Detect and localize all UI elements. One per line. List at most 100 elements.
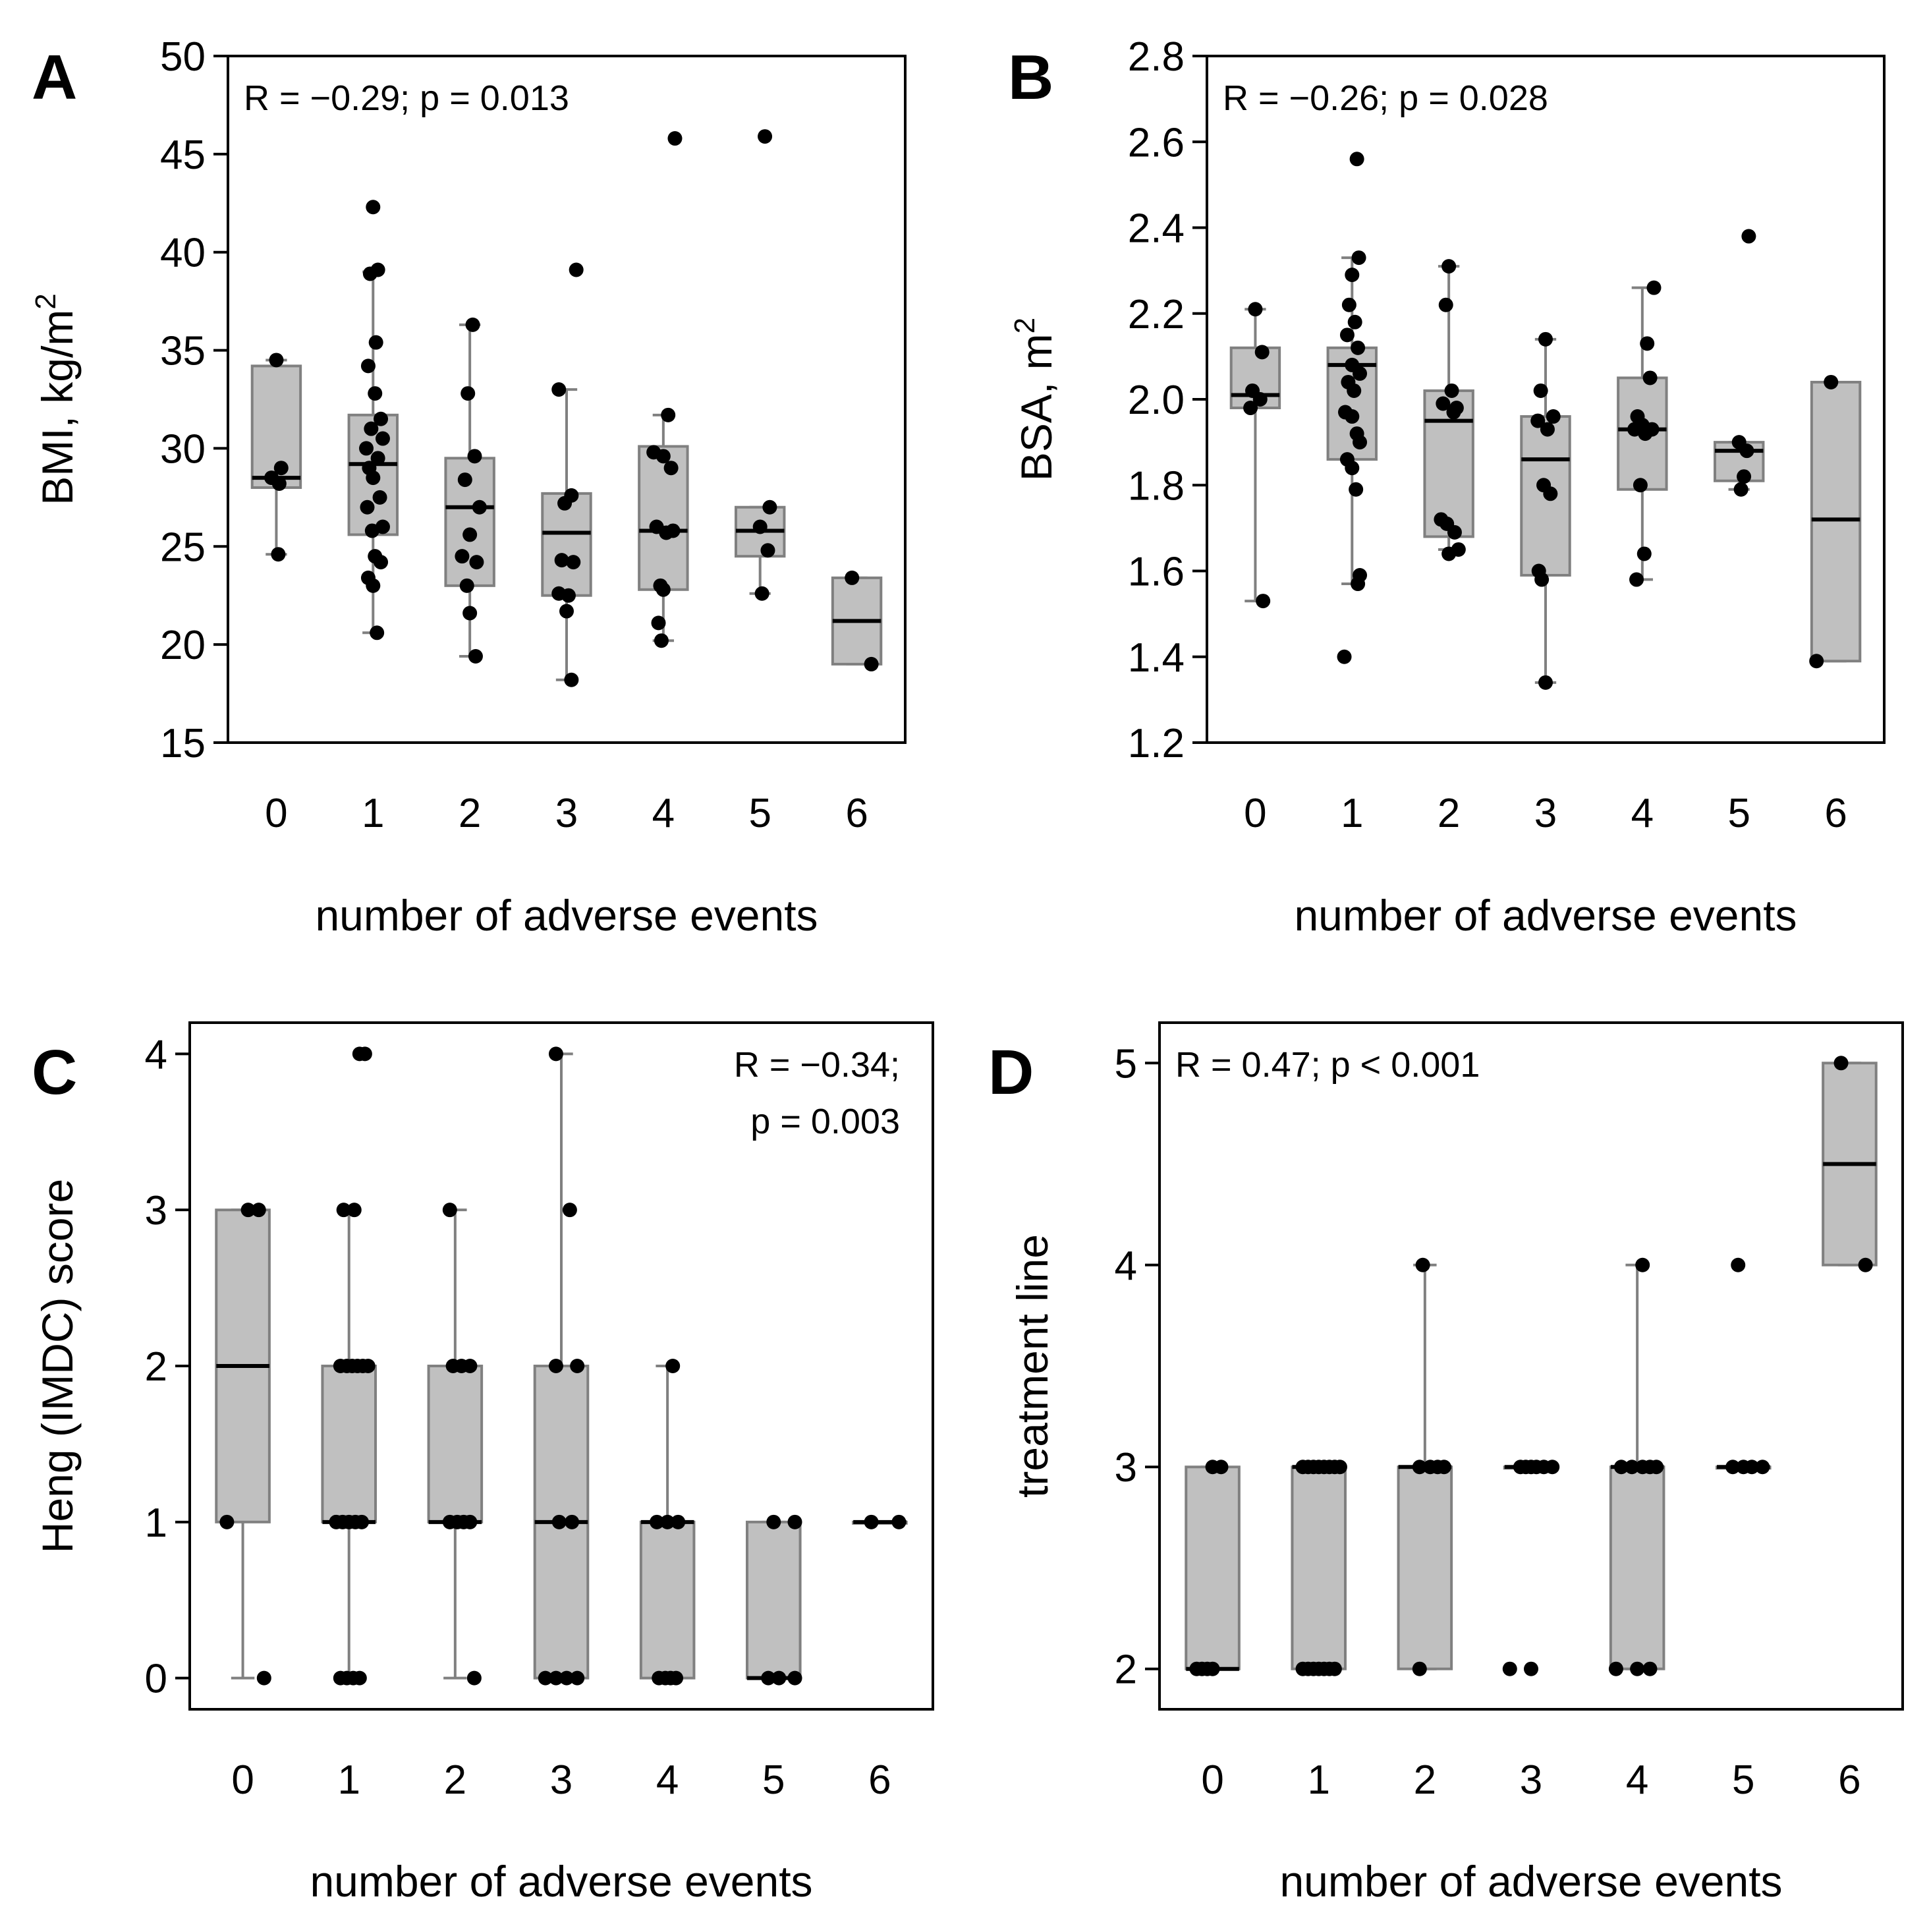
x-tick-label: 3	[550, 1757, 573, 1803]
data-point	[467, 449, 482, 464]
x-tick-label: 4	[656, 1757, 679, 1803]
data-point	[1533, 383, 1548, 398]
x-tick-label: 1	[1307, 1757, 1329, 1803]
data-point	[368, 335, 383, 350]
data-point	[462, 1359, 478, 1373]
x-tick-label: 6	[868, 1757, 891, 1803]
data-point	[891, 1514, 907, 1529]
panel-d: D 2 3 4 5 0 1 2 3 4 5 6 number of adverse events trea…	[988, 1021, 1904, 1906]
data-point	[461, 386, 476, 401]
y-tick-label: 2.8	[1128, 34, 1185, 80]
data-point	[569, 262, 584, 277]
plot-frame	[1158, 1021, 1904, 1711]
data-point	[1625, 1460, 1640, 1475]
data-point	[364, 523, 379, 538]
data-point	[771, 1670, 787, 1686]
data-point	[462, 527, 478, 542]
data-point	[1833, 1056, 1849, 1071]
y-axis-label: treatment line	[1008, 1234, 1057, 1498]
data-point	[1254, 345, 1270, 360]
x-tick-label: 2	[444, 1757, 466, 1803]
y-tick-label: 3	[1115, 1445, 1137, 1491]
data-point	[1745, 1460, 1760, 1475]
x-tick-label: 0	[1201, 1757, 1223, 1803]
data-point	[1349, 152, 1364, 167]
data-point	[455, 549, 470, 564]
x-axis-label: number of adverse events	[310, 1857, 812, 1906]
data-point	[366, 578, 381, 593]
data-point	[559, 1670, 574, 1686]
data-point	[1345, 461, 1360, 476]
data-point	[240, 1203, 256, 1218]
x-tick-label: 4	[1631, 791, 1654, 836]
data-point	[1630, 1661, 1645, 1676]
y-axis-label: Heng (IMDC) score	[33, 1179, 82, 1553]
x-axis-label: number of adverse events	[1279, 1857, 1782, 1906]
data-point	[845, 570, 860, 585]
data-point	[548, 1670, 563, 1686]
data-point	[650, 1514, 665, 1529]
data-point	[1447, 525, 1462, 540]
data-point	[1205, 1661, 1220, 1676]
y-tick-label: 4	[145, 1032, 167, 1077]
data-point	[360, 499, 375, 515]
data-point	[548, 1046, 563, 1062]
x-tick-label: 5	[1732, 1757, 1754, 1803]
data-point	[1543, 486, 1558, 501]
data-point	[1809, 654, 1824, 669]
box-body	[1185, 1465, 1241, 1670]
data-point	[1332, 1460, 1347, 1475]
y-tick-label: 35	[160, 329, 206, 374]
data-point	[752, 519, 768, 534]
x-tick-label: 2	[1414, 1757, 1436, 1803]
data-point	[374, 555, 389, 570]
data-point	[1412, 1460, 1427, 1475]
data-point	[669, 1670, 684, 1686]
y-tick-label: 2.0	[1128, 378, 1185, 423]
data-point	[551, 1514, 567, 1529]
data-point	[1341, 297, 1356, 312]
y-tick-label: 2.6	[1128, 120, 1185, 165]
box-body	[1609, 1465, 1665, 1670]
data-point	[561, 588, 576, 603]
y-tick-label: 1.4	[1128, 635, 1185, 681]
data-point	[1545, 1460, 1560, 1475]
x-tick-label: 1	[362, 791, 384, 836]
data-point	[864, 1514, 879, 1529]
data-point	[366, 200, 381, 215]
panel-b: B 1.2 1.4 1.6 1.8 2.0 2.2 2.4 2.6 2.8 0 1 2 3 4 5 6 numbe…	[1008, 34, 1886, 940]
data-point	[1347, 314, 1362, 329]
y-tick-label: 2	[1115, 1647, 1137, 1693]
data-point	[347, 1203, 362, 1218]
y-tick-label: 2.4	[1128, 206, 1185, 252]
box-1	[1291, 1465, 1347, 1670]
stat-annotation: R = −0.34;	[734, 1045, 900, 1085]
data-point	[1446, 405, 1461, 420]
data-point	[566, 555, 581, 570]
data-point	[354, 1514, 370, 1529]
data-point	[462, 606, 478, 621]
data-point	[360, 358, 376, 374]
data-point	[370, 262, 385, 277]
box-6	[831, 576, 883, 666]
y-tick-label: 40	[160, 231, 206, 276]
data-point	[654, 633, 669, 648]
data-point	[1441, 546, 1457, 561]
data-point	[457, 472, 472, 488]
x-axis-label: number of adverse events	[315, 891, 818, 940]
data-point	[557, 496, 573, 511]
plot-frame	[227, 55, 907, 744]
data-point	[1248, 302, 1263, 317]
data-point	[1412, 1661, 1427, 1676]
data-point	[271, 547, 286, 562]
data-point	[559, 604, 574, 619]
data-point	[864, 656, 879, 671]
data-point	[1649, 1460, 1664, 1475]
data-point	[1755, 1460, 1770, 1475]
data-point	[368, 386, 383, 401]
data-point	[271, 476, 287, 492]
data-point	[1530, 413, 1546, 428]
data-point	[1646, 280, 1662, 295]
